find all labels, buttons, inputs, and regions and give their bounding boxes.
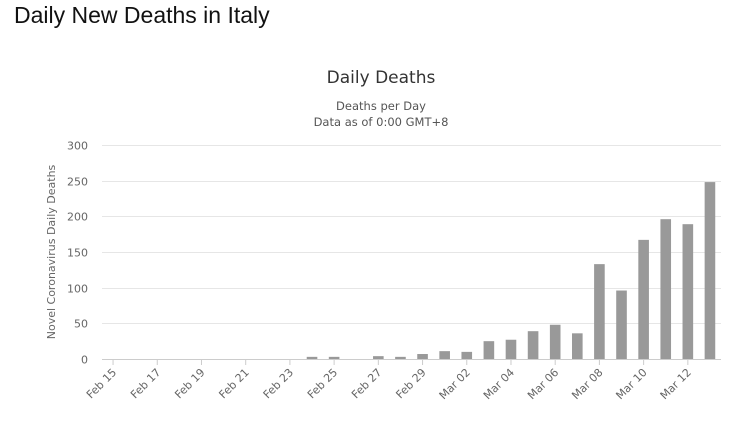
x-tick-label: Mar 06 xyxy=(525,366,561,402)
bar-mar-04 xyxy=(505,339,517,359)
x-tick-label: Mar 12 xyxy=(658,366,694,402)
x-tick-label: Mar 08 xyxy=(569,366,605,402)
bar-mar-13 xyxy=(704,182,716,359)
bar-feb-28 xyxy=(395,356,406,359)
bar-mar-07 xyxy=(572,333,583,359)
bar-feb-24 xyxy=(306,356,318,359)
chart-title: Daily Deaths xyxy=(327,68,436,88)
grid-lines xyxy=(102,145,721,324)
x-tick-label: Feb 17 xyxy=(128,366,163,401)
bar-mar-09 xyxy=(616,290,627,359)
x-tick-label: Feb 27 xyxy=(349,366,384,401)
x-tick-label: Feb 21 xyxy=(216,366,251,401)
x-tick-label: Feb 15 xyxy=(84,366,119,401)
y-tick-label: 0 xyxy=(81,354,88,367)
x-tick-label: Feb 25 xyxy=(305,366,340,401)
chart-subtitle-line-1: Deaths per Day xyxy=(336,99,426,113)
y-tick-label: 200 xyxy=(67,211,88,224)
chart-subtitle-line-2: Data as of 0:00 GMT+8 xyxy=(314,115,449,129)
bar-mar-11 xyxy=(660,219,672,359)
bar-mar-12 xyxy=(682,224,694,359)
y-tick-label: 250 xyxy=(67,176,88,189)
x-tick-label: Feb 19 xyxy=(172,366,207,401)
bars xyxy=(306,182,716,359)
y-tick-label: 100 xyxy=(67,283,88,296)
x-tick-label: Mar 10 xyxy=(613,366,649,402)
bar-feb-29 xyxy=(417,354,428,359)
bar-feb-25 xyxy=(328,356,340,359)
bar-mar-02 xyxy=(461,351,473,359)
bar-mar-01 xyxy=(439,351,450,359)
bar-feb-27 xyxy=(373,356,384,359)
bar-mar-03 xyxy=(483,341,495,359)
axes: 0 50 100 150 200 250 300 Feb 15 Feb 17 Feb 19 Feb … xyxy=(67,140,721,402)
bar-mar-10 xyxy=(638,239,649,359)
bar-mar-05 xyxy=(527,331,539,359)
bar-mar-06 xyxy=(549,324,561,359)
page-heading: Daily New Deaths in Italy xyxy=(14,2,270,28)
y-axis-title: Novel Coronavirus Daily Deaths xyxy=(45,164,58,339)
bar-mar-08 xyxy=(594,264,605,359)
x-tick-label: Feb 29 xyxy=(393,366,428,401)
x-tick-label: Mar 02 xyxy=(437,366,473,402)
y-tick-label: 300 xyxy=(67,140,88,153)
x-tick-label: Mar 04 xyxy=(481,366,517,402)
y-tick-label: 50 xyxy=(74,318,88,331)
y-tick-label: 150 xyxy=(67,247,88,260)
x-tick-label: Feb 23 xyxy=(261,366,296,401)
